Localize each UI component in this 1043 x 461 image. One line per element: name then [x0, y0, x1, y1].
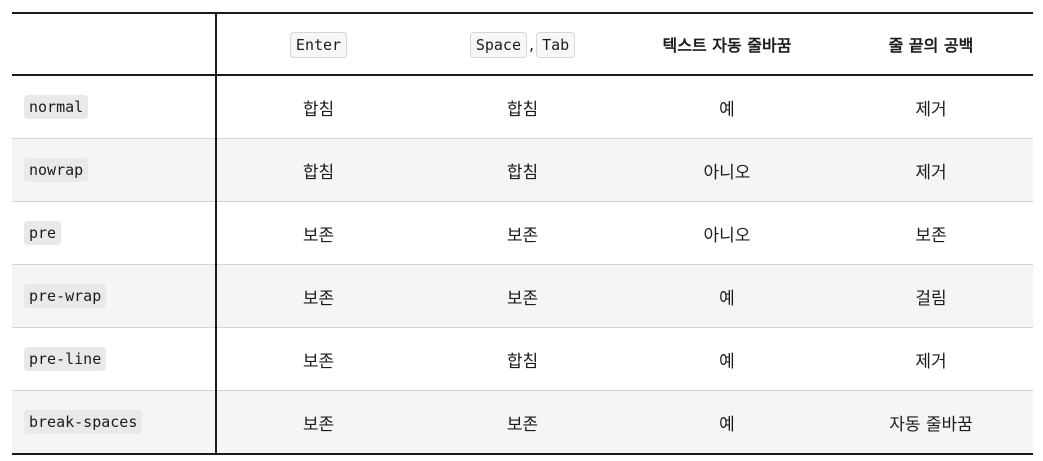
row-value-cell: pre: [12, 201, 217, 265]
row-newline-cell: 보존: [216, 327, 420, 391]
row-newline-cell: 합침: [216, 138, 420, 202]
row-wrap-cell: 예: [625, 75, 829, 139]
header-row: Enter Space, Tab 텍스트 자동 줄바꿈 줄 끝의 공백: [12, 12, 1033, 76]
row-newline-cell: 보존: [216, 390, 420, 455]
white-space-table-container: Enter Space, Tab 텍스트 자동 줄바꿈 줄 끝의 공백 norma…: [12, 12, 1033, 455]
row-value-cell: break-spaces: [12, 390, 217, 455]
header-separator: ,: [528, 34, 535, 54]
header-cell-trailing-space: 줄 끝의 공백: [829, 12, 1033, 76]
header-code-tab: Tab: [536, 31, 576, 58]
row-value-cell: pre-line: [12, 327, 217, 391]
table-row: pre-line 보존 합침 예 제거: [12, 327, 1033, 391]
header-cell-text-wrap: 텍스트 자동 줄바꿈: [625, 12, 829, 76]
row-value-cell: pre-wrap: [12, 264, 217, 328]
row-trailing-cell: 자동 줄바꿈: [829, 390, 1033, 455]
row-space-tab-cell: 합침: [420, 138, 625, 202]
row-wrap-cell: 아니오: [625, 201, 829, 265]
white-space-comparison-table: Enter Space, Tab 텍스트 자동 줄바꿈 줄 끝의 공백 norma…: [12, 12, 1033, 455]
row-value-code: pre-line: [24, 347, 107, 371]
row-wrap-cell: 아니오: [625, 138, 829, 202]
row-value-cell: normal: [12, 75, 217, 139]
row-value-code: normal: [24, 95, 89, 119]
row-space-tab-cell: 합침: [420, 327, 625, 391]
row-trailing-cell: 보존: [829, 201, 1033, 265]
row-space-tab-cell: 보존: [420, 264, 625, 328]
row-newline-cell: 합침: [216, 75, 420, 139]
row-trailing-cell: 걸림: [829, 264, 1033, 328]
row-value-code: break-spaces: [24, 410, 143, 434]
row-space-tab-cell: 보존: [420, 201, 625, 265]
table-row: pre 보존 보존 아니오 보존: [12, 201, 1033, 265]
table-header: Enter Space, Tab 텍스트 자동 줄바꿈 줄 끝의 공백: [12, 12, 1033, 76]
row-trailing-cell: 제거: [829, 327, 1033, 391]
row-value-cell: nowrap: [12, 138, 217, 202]
header-cell-space-tab: Space, Tab: [420, 12, 625, 76]
row-value-code: nowrap: [24, 158, 89, 182]
row-wrap-cell: 예: [625, 390, 829, 455]
table-row: pre-wrap 보존 보존 예 걸림: [12, 264, 1033, 328]
table-body: normal 합침 합침 예 제거 nowrap 합침 합침 아니오 제거 pr…: [12, 75, 1033, 455]
row-wrap-cell: 예: [625, 264, 829, 328]
row-trailing-cell: 제거: [829, 75, 1033, 139]
table-row: nowrap 합침 합침 아니오 제거: [12, 138, 1033, 202]
row-trailing-cell: 제거: [829, 138, 1033, 202]
row-newline-cell: 보존: [216, 201, 420, 265]
row-wrap-cell: 예: [625, 327, 829, 391]
table-row: break-spaces 보존 보존 예 자동 줄바꿈: [12, 390, 1033, 455]
row-value-code: pre-wrap: [24, 284, 107, 308]
header-code-space: Space: [469, 31, 527, 58]
header-cell-newline: Enter: [216, 12, 420, 76]
header-cell-value: [12, 12, 217, 76]
header-code-enter: Enter: [289, 31, 348, 58]
row-value-code: pre: [24, 221, 62, 245]
row-space-tab-cell: 합침: [420, 75, 625, 139]
row-space-tab-cell: 보존: [420, 390, 625, 455]
row-newline-cell: 보존: [216, 264, 420, 328]
table-row: normal 합침 합침 예 제거: [12, 75, 1033, 139]
